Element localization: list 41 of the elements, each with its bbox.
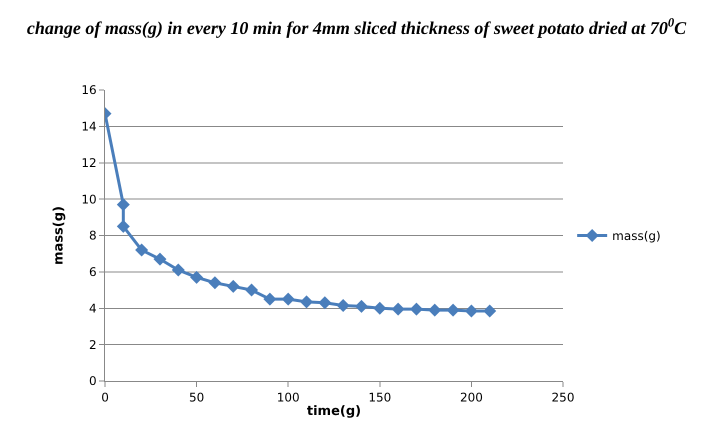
- y-tick-label: 14: [81, 120, 97, 134]
- point: [336, 299, 350, 312]
- point: [116, 220, 130, 233]
- x-tick-label: 250: [552, 390, 574, 404]
- point: [208, 276, 222, 290]
- x-tick-label: 0: [101, 390, 109, 404]
- y-tick-label: 10: [81, 192, 97, 206]
- y-tick-label: 12: [81, 156, 97, 170]
- point: [483, 304, 496, 318]
- y-tick-label: 4: [88, 301, 97, 316]
- point: [392, 302, 405, 316]
- point: [172, 264, 185, 277]
- point: [116, 198, 130, 212]
- point: [410, 302, 423, 316]
- point: [300, 295, 314, 308]
- y-tick-label: 8: [88, 228, 97, 243]
- y-tick-label: 16: [81, 83, 97, 98]
- point: [263, 292, 276, 306]
- x-tick-label: 50: [188, 390, 204, 404]
- point: [464, 304, 478, 318]
- point: [282, 292, 295, 306]
- point: [135, 244, 148, 257]
- x-axis-title: time(g): [306, 404, 362, 419]
- point: [153, 252, 166, 266]
- y-tick-label: 0: [88, 374, 97, 388]
- legend-label: mass(g): [612, 229, 661, 244]
- point: [190, 270, 204, 284]
- point: [245, 284, 258, 297]
- point: [318, 296, 332, 310]
- y-tick-label: 2: [88, 338, 97, 352]
- chart-title: change of mass(g) in every 10 min for 4mm sliced thickness of sweet potato dried at 70$^{0}$C: [26, 15, 688, 38]
- y-axis-title: mass(g): [51, 206, 66, 265]
- x-tick-label: 150: [368, 390, 392, 404]
- point: [373, 302, 386, 315]
- x-tick-label: 200: [460, 390, 483, 404]
- point: [428, 304, 442, 317]
- point: [354, 300, 368, 313]
- point: [226, 280, 240, 293]
- y-tick-label: 6: [88, 265, 97, 280]
- point: [446, 304, 460, 317]
- x-tick-label: 100: [276, 390, 300, 404]
